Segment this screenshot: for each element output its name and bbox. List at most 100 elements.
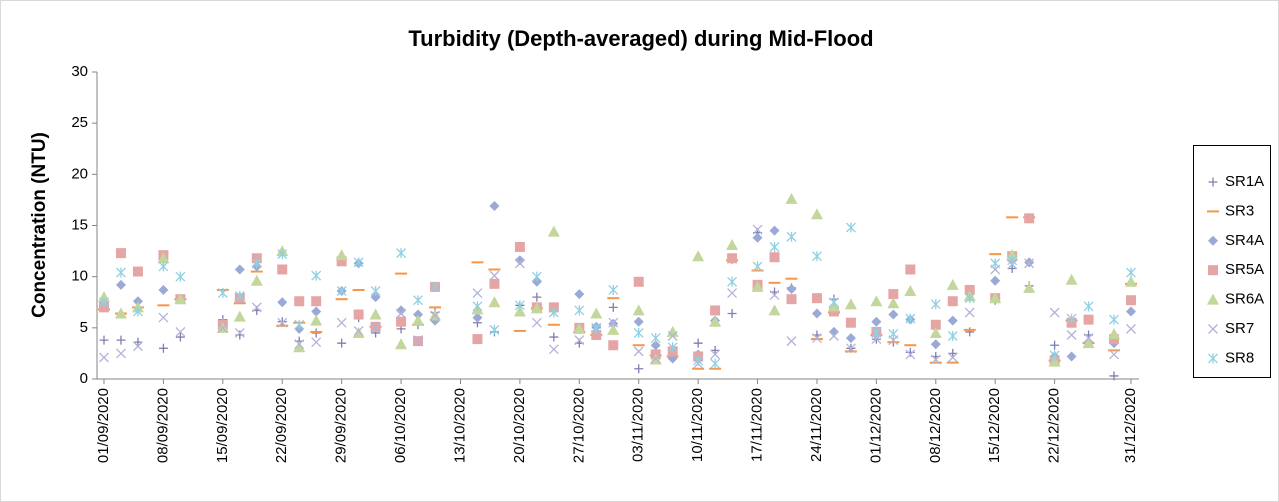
point — [634, 364, 644, 374]
point — [294, 319, 305, 330]
point — [905, 264, 916, 275]
point — [396, 316, 407, 327]
point — [727, 276, 738, 287]
point — [905, 313, 916, 324]
point — [370, 321, 381, 332]
point — [311, 270, 322, 281]
point — [336, 256, 347, 267]
x-tick-label: 01/12/2020 — [867, 388, 884, 463]
point — [396, 248, 407, 259]
legend-marker — [1208, 235, 1218, 246]
point — [811, 293, 822, 304]
point — [311, 337, 322, 348]
point — [632, 304, 645, 316]
x-tick-label: 24/11/2020 — [808, 388, 825, 462]
x-tick-label: 08/09/2020 — [154, 388, 171, 463]
x-tick-label: 22/09/2020 — [273, 388, 290, 463]
point — [472, 301, 483, 312]
point — [667, 331, 678, 341]
point — [548, 302, 559, 313]
x-tick-label: 01/09/2020 — [95, 388, 112, 463]
point — [430, 310, 440, 321]
point — [99, 335, 109, 345]
point — [930, 354, 941, 365]
point — [1066, 313, 1077, 324]
point — [293, 341, 306, 353]
point — [1126, 323, 1136, 334]
point — [370, 292, 381, 303]
point — [887, 297, 900, 309]
chart-title: Turbidity (Depth-averaged) during Mid-Fl… — [408, 26, 873, 51]
point — [1125, 275, 1137, 287]
point — [769, 290, 780, 301]
point — [693, 338, 703, 348]
point — [1109, 349, 1119, 360]
point — [1109, 314, 1119, 325]
point — [514, 255, 525, 266]
point — [1065, 273, 1078, 285]
point — [489, 201, 500, 212]
point — [335, 249, 348, 261]
point — [413, 295, 424, 306]
point — [353, 257, 364, 268]
point — [336, 317, 347, 328]
point — [489, 324, 500, 335]
point — [726, 238, 739, 250]
point — [590, 307, 603, 319]
point — [1082, 337, 1095, 349]
point — [710, 345, 720, 355]
point — [888, 328, 899, 339]
point — [1049, 307, 1060, 318]
point — [277, 249, 288, 260]
point — [514, 258, 525, 269]
point — [929, 326, 942, 338]
point — [250, 274, 263, 286]
point — [548, 307, 559, 318]
point — [353, 309, 364, 320]
point — [768, 304, 781, 316]
point — [413, 309, 424, 320]
point — [396, 305, 407, 316]
point — [990, 275, 1001, 286]
point — [532, 292, 542, 302]
point — [633, 327, 644, 338]
x-tick-label: 10/11/2020 — [689, 388, 706, 462]
point — [888, 289, 899, 300]
legend-label: SR4A — [1225, 232, 1264, 249]
point — [132, 266, 143, 277]
point — [785, 192, 798, 204]
point — [964, 284, 975, 295]
point — [115, 279, 126, 290]
point — [217, 322, 228, 333]
y-tick-label: 20 — [71, 165, 88, 182]
point — [1066, 351, 1077, 362]
point — [828, 331, 839, 341]
point — [353, 325, 364, 336]
point — [1024, 257, 1035, 268]
point — [905, 347, 915, 357]
point — [786, 231, 797, 242]
point — [1126, 306, 1136, 317]
point — [234, 264, 245, 275]
point — [294, 339, 305, 350]
point — [489, 270, 500, 281]
x-tick-label: 20/10/2020 — [511, 388, 528, 463]
point — [692, 250, 705, 262]
point — [116, 348, 126, 359]
point — [1083, 301, 1094, 312]
x-tick-label: 08/12/2020 — [927, 388, 944, 463]
point — [1024, 258, 1035, 269]
point — [905, 349, 916, 360]
legend-marker — [1208, 324, 1218, 334]
point — [608, 340, 619, 351]
x-tick-label: 22/12/2020 — [1046, 388, 1063, 463]
point — [727, 288, 738, 298]
point — [99, 302, 109, 313]
point — [1108, 327, 1121, 339]
point — [369, 308, 382, 320]
point — [828, 306, 839, 317]
point — [1007, 255, 1018, 266]
point — [132, 296, 143, 307]
legend-label: SR7 — [1225, 320, 1254, 337]
point — [786, 294, 797, 305]
